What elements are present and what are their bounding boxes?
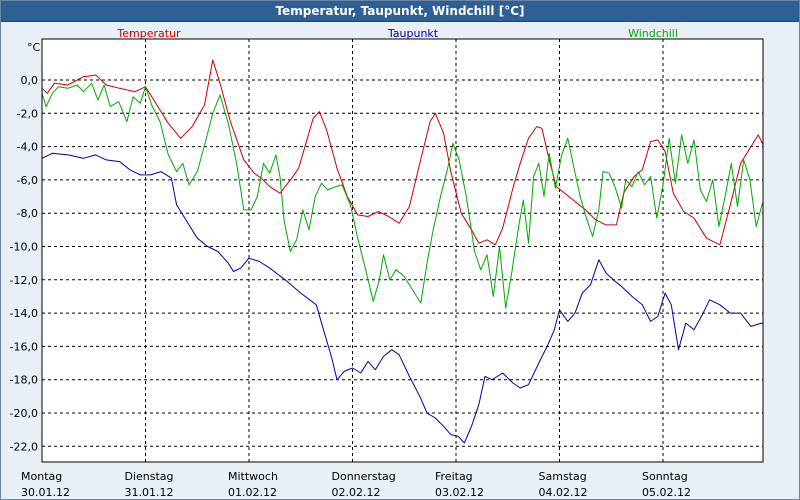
legend-windchill: Windchill xyxy=(628,27,678,40)
x-tick-day: Samstag xyxy=(539,470,587,483)
chart-title: Temperatur, Taupunkt, Windchill [°C] xyxy=(1,1,799,22)
y-tick-label: -20,0 xyxy=(10,407,38,420)
x-tick-date: 03.02.12 xyxy=(435,486,484,499)
x-tick-date: 04.02.12 xyxy=(539,486,588,499)
x-tick-day: Montag xyxy=(21,470,62,483)
legend-temperatur: Temperatur xyxy=(116,27,181,40)
y-unit-label: °C xyxy=(27,41,41,54)
x-tick-date: 05.02.12 xyxy=(642,486,691,499)
x-tick-day: Mittwoch xyxy=(228,470,278,483)
series-line-temperatur xyxy=(42,59,763,246)
legend-taupunkt: Taupunkt xyxy=(387,27,439,40)
x-tick-date: 30.01.12 xyxy=(21,486,70,499)
y-tick-label: -10,0 xyxy=(10,241,38,254)
y-tick-label: -22,0 xyxy=(10,440,38,453)
x-tick-date: 02.02.12 xyxy=(332,486,381,499)
y-tick-label: -8,0 xyxy=(17,207,38,220)
y-tick-label: -6,0 xyxy=(17,174,38,187)
series-line-windchill xyxy=(42,82,763,309)
x-tick-day: Freitag xyxy=(435,470,473,483)
x-tick-day: Donnerstag xyxy=(332,470,396,483)
plot-area xyxy=(41,38,764,463)
y-tick-label: -14,0 xyxy=(10,307,38,320)
y-tick-label: -18,0 xyxy=(10,374,38,387)
y-tick-label: 0,0 xyxy=(21,74,39,87)
series-line-taupunkt xyxy=(42,152,763,444)
x-tick-date: 31.01.12 xyxy=(125,486,174,499)
y-tick-label: -2,0 xyxy=(17,107,38,120)
y-tick-label: -4,0 xyxy=(17,141,38,154)
x-tick-date: 01.02.12 xyxy=(228,486,277,499)
plot-border xyxy=(41,38,764,463)
y-tick-label: -12,0 xyxy=(10,274,38,287)
x-tick-day: Sonntag xyxy=(642,470,688,483)
weather-line-chart: 0,0 -2,0 -4,0 -6,0 -8,0 -10,0 -12,0 -14,0 -16,0 -… xyxy=(10,27,764,499)
y-tick-label: -16,0 xyxy=(10,340,38,353)
x-tick-day: Dienstag xyxy=(125,470,174,483)
